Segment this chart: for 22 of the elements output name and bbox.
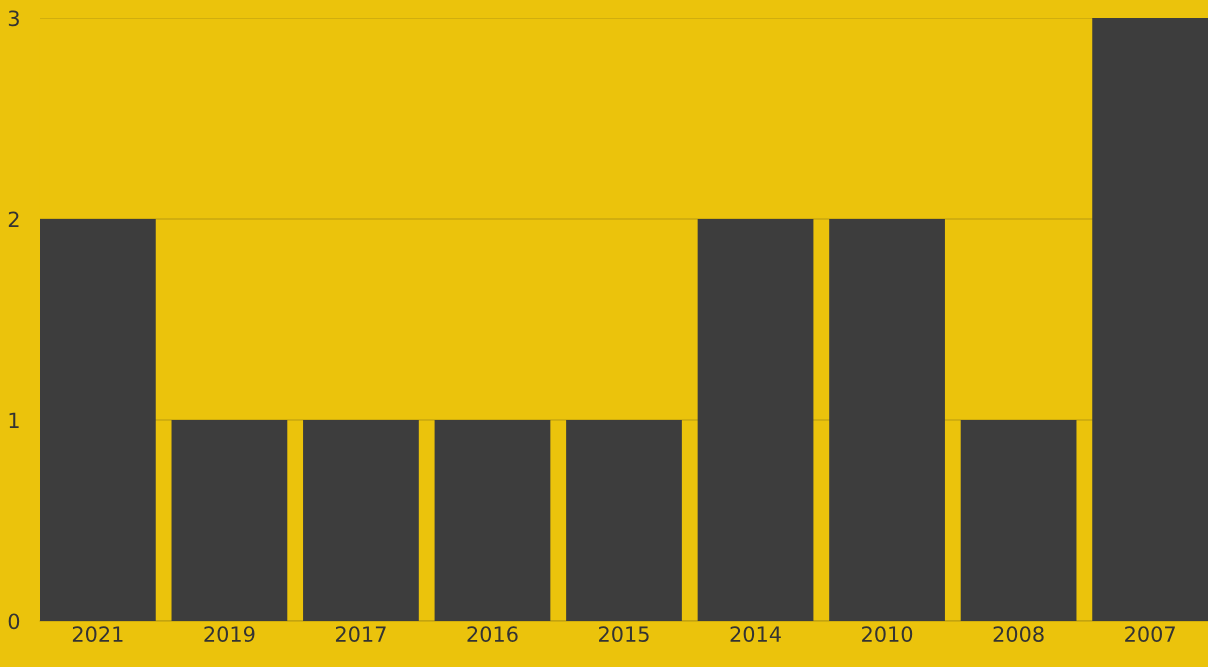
bar xyxy=(960,420,1077,621)
bar xyxy=(434,420,551,621)
x-tick-label: 2017 xyxy=(335,626,386,642)
y-tick-label: 2 xyxy=(8,211,19,227)
x-tick-label: 2014 xyxy=(730,626,781,642)
x-tick-label: 2021 xyxy=(72,626,123,642)
bar xyxy=(303,420,419,621)
x-tick-label: 2015 xyxy=(599,626,649,642)
y-tick-label: 0 xyxy=(8,613,20,630)
bar xyxy=(566,420,682,621)
x-tick-label: 2019 xyxy=(204,626,255,642)
x-tick-label: 2016 xyxy=(467,626,518,642)
bar xyxy=(697,219,814,621)
x-tick-label: 2008 xyxy=(993,626,1044,642)
bar xyxy=(829,219,945,621)
x-tick-label: 2007 xyxy=(1125,626,1175,642)
y-tick-label: 3 xyxy=(8,10,19,27)
y-tick-label: 1 xyxy=(9,412,19,428)
bar xyxy=(40,219,156,621)
bar xyxy=(1092,18,1208,621)
x-tick-label: 2010 xyxy=(862,626,913,642)
bar xyxy=(171,420,288,621)
